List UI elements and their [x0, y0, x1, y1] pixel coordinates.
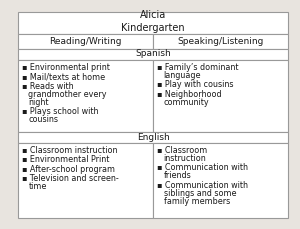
Text: ▪ Neighborhood: ▪ Neighborhood [157, 90, 222, 99]
Text: Alicia
Kindergarten: Alicia Kindergarten [121, 10, 185, 33]
Text: ▪ Communication with: ▪ Communication with [157, 164, 248, 172]
Text: community: community [164, 98, 209, 107]
Text: ▪ Television and screen-: ▪ Television and screen- [22, 174, 119, 183]
Bar [153, 142, 288, 218]
Text: ▪ After-school program: ▪ After-school program [22, 165, 115, 174]
Text: ▪ Reads with: ▪ Reads with [22, 82, 74, 91]
Text: Spanish: Spanish [135, 49, 171, 58]
Text: instruction: instruction [164, 154, 206, 163]
Text: ▪ Play with cousins: ▪ Play with cousins [157, 80, 233, 90]
Text: English: English [136, 133, 169, 142]
Bar [153, 60, 288, 131]
Text: ▪ Environmental print: ▪ Environmental print [22, 63, 110, 72]
Text: family members: family members [164, 197, 230, 206]
Text: language: language [164, 71, 201, 80]
Text: ▪ Mail/texts at home: ▪ Mail/texts at home [22, 72, 105, 82]
Text: ▪ Classroom: ▪ Classroom [157, 146, 207, 155]
Text: Reading/Writing: Reading/Writing [49, 36, 122, 46]
Text: Speaking/Listening: Speaking/Listening [177, 36, 264, 46]
Text: siblings and some: siblings and some [164, 189, 236, 198]
Bar [18, 33, 153, 49]
Bar [18, 142, 153, 218]
Text: time: time [28, 182, 47, 191]
Bar [18, 11, 288, 33]
Bar [18, 49, 288, 60]
Text: friends: friends [164, 172, 191, 180]
Bar [18, 131, 288, 142]
Bar [18, 60, 153, 131]
Bar [153, 33, 288, 49]
Text: ▪ Plays school with: ▪ Plays school with [22, 107, 98, 116]
Text: night: night [28, 98, 49, 107]
Text: ▪ Communication with: ▪ Communication with [157, 181, 248, 190]
Text: grandmother every: grandmother every [28, 90, 107, 99]
Text: ▪ Environmental Print: ▪ Environmental Print [22, 155, 110, 164]
Text: ▪ Classroom instruction: ▪ Classroom instruction [22, 146, 118, 155]
Text: cousins: cousins [28, 115, 58, 124]
Text: ▪ Family’s dominant: ▪ Family’s dominant [157, 63, 238, 72]
